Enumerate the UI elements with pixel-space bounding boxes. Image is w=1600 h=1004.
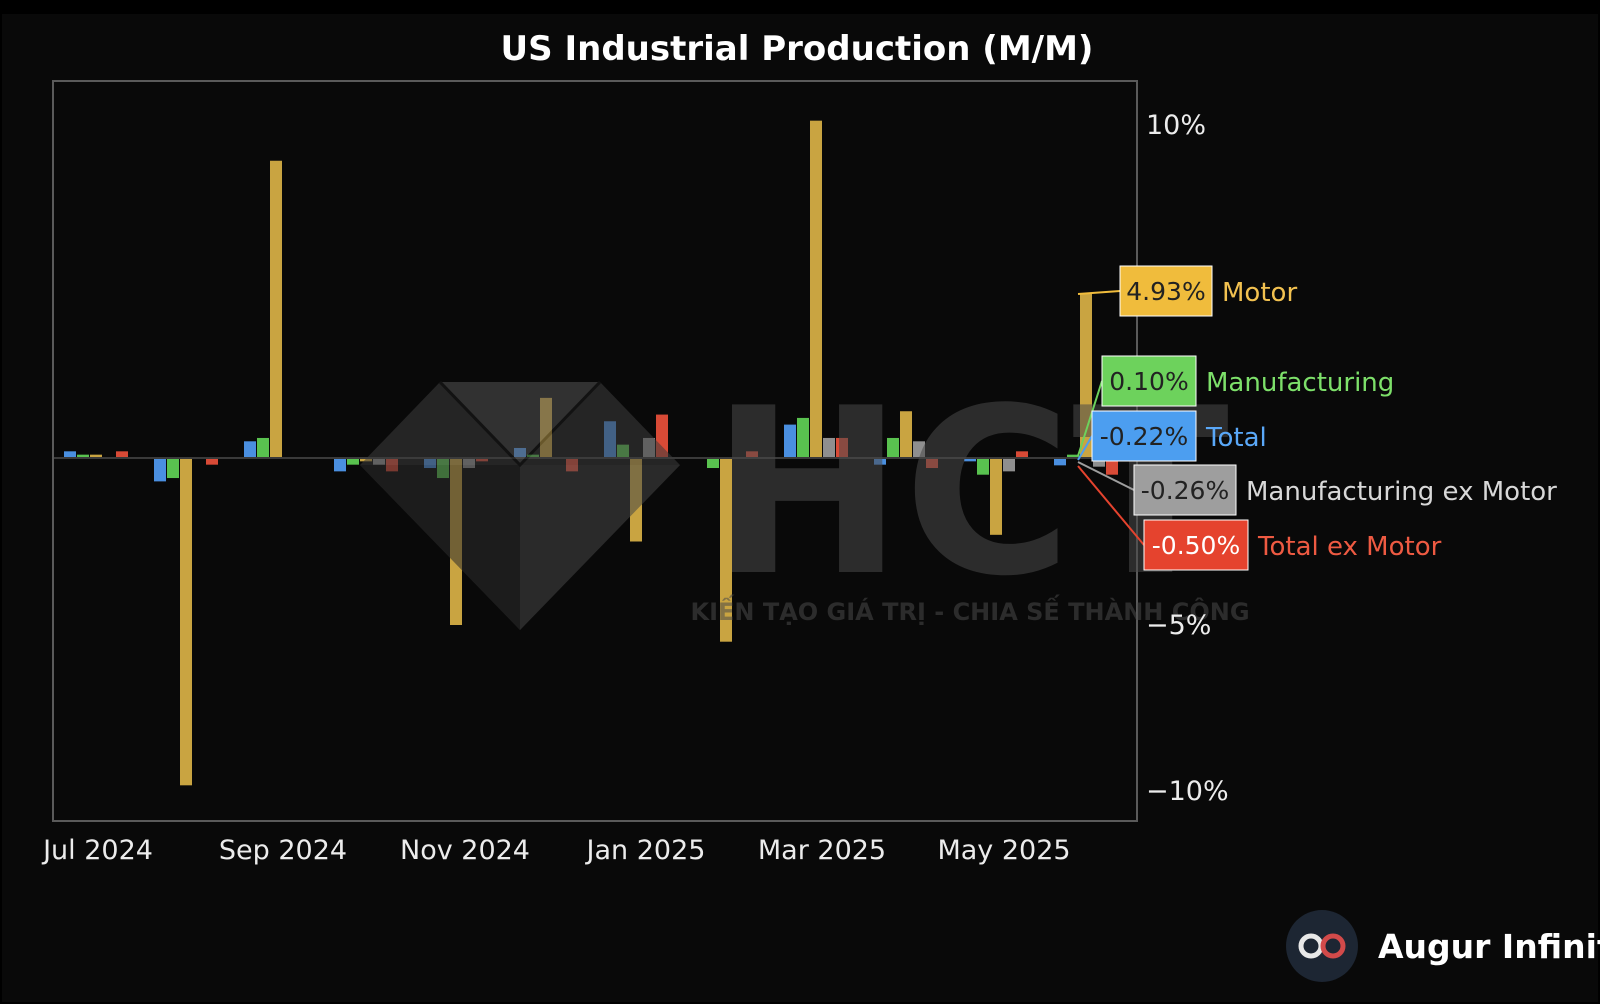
- bar-motor: [90, 454, 102, 458]
- bar-total-ex-motor: [746, 451, 758, 458]
- bar-total: [784, 424, 796, 458]
- bar-manufacturing: [797, 417, 809, 458]
- bar-total: [1054, 458, 1066, 466]
- x-tick-label: Sep 2024: [219, 835, 347, 866]
- label-value: -0.22%: [1100, 422, 1188, 451]
- label-leader-line: [1077, 290, 1121, 295]
- x-tick-label: Jan 2025: [585, 835, 706, 866]
- label-leader-line: [1077, 465, 1145, 546]
- bar-total: [334, 458, 346, 472]
- label-value: 0.10%: [1109, 367, 1188, 396]
- bar-total-ex-motor: [116, 451, 128, 458]
- label-leader-line: [1077, 435, 1093, 461]
- label-value: -0.26%: [1141, 476, 1229, 505]
- bar-motor: [270, 160, 282, 459]
- label-series-name: Manufacturing: [1206, 368, 1394, 398]
- x-tick-label: Jul 2024: [41, 835, 153, 866]
- bar-manufacturing-ex-motor: [1003, 458, 1015, 472]
- y-axis: 10% −5% −10%: [1146, 110, 1229, 807]
- label-box: [1143, 519, 1249, 571]
- value-label-manufacturing: 0.10% Manufacturing: [1077, 355, 1394, 457]
- bar-manufacturing: [707, 458, 719, 469]
- bar-total-ex-motor: [836, 437, 848, 458]
- label-box: [1119, 265, 1213, 317]
- label-value: 4.93%: [1126, 277, 1205, 306]
- brand-logo: Augur Infinity: [1286, 910, 1600, 982]
- label-leader-line: [1077, 461, 1135, 491]
- bar-total-ex-motor: [1016, 451, 1028, 458]
- bar-manufacturing-ex-motor: [1093, 458, 1105, 467]
- y-tick-label: −10%: [1146, 776, 1229, 807]
- y-tick-label: −5%: [1146, 610, 1211, 641]
- bar-total: [64, 451, 76, 458]
- bar-motor: [1080, 293, 1092, 458]
- label-box: [1101, 355, 1197, 407]
- bar-motor: [810, 120, 822, 458]
- bar-total-ex-motor: [206, 458, 218, 465]
- bar-motor: [180, 458, 192, 786]
- infinity-icon: [1298, 933, 1346, 959]
- x-tick-label: Nov 2024: [400, 835, 530, 866]
- watermark-diamond-icon: [360, 380, 680, 630]
- bar-manufacturing-ex-motor: [823, 437, 835, 458]
- chart-title: US Industrial Production (M/M): [501, 29, 1094, 69]
- brand-name: Augur Infinity: [1378, 927, 1600, 966]
- bar-manufacturing: [167, 458, 179, 479]
- x-tick-label: May 2025: [937, 835, 1070, 866]
- bars-layer: [54, 120, 1136, 786]
- bar-manufacturing: [77, 454, 89, 458]
- value-label-manufacturing-ex-motor: -0.26% Manufacturing ex Motor: [1077, 461, 1557, 516]
- bar-manufacturing: [1067, 454, 1079, 458]
- bar-total-ex-motor: [1106, 458, 1118, 475]
- label-series-name: Manufacturing ex Motor: [1246, 477, 1557, 507]
- bar-motor: [720, 458, 732, 642]
- bar-total-ex-motor: [926, 458, 938, 469]
- watermark-tagline: KIẾN TẠO GIÁ TRỊ - CHIA SẾ THÀNH CÔNG: [690, 593, 1249, 626]
- label-leader-line: [1077, 380, 1103, 457]
- label-series-name: Total ex Motor: [1257, 532, 1442, 562]
- value-label-total: -0.22% Total: [1077, 410, 1267, 462]
- x-axis: Jul 2024 Sep 2024 Nov 2024 Jan 2025 Mar …: [41, 835, 1071, 866]
- x-tick-label: Mar 2025: [758, 835, 886, 866]
- chart-frame: [2, 14, 1598, 1002]
- label-box: [1133, 464, 1237, 516]
- bar-total: [154, 458, 166, 482]
- bar-motor: [990, 458, 1002, 535]
- y-tick-label: 10%: [1146, 110, 1206, 141]
- bar-total: [244, 441, 256, 458]
- value-label-motor: 4.93% Motor: [1077, 265, 1297, 317]
- value-label-total-ex-motor: -0.50% Total ex Motor: [1077, 465, 1442, 571]
- bar-total: [964, 458, 976, 462]
- label-box: [1091, 410, 1197, 462]
- bar-manufacturing: [257, 437, 269, 458]
- label-series-name: Total: [1205, 423, 1267, 453]
- bar-motor: [900, 411, 912, 458]
- bar-total: [874, 458, 886, 465]
- label-value: -0.50%: [1152, 531, 1240, 560]
- bar-manufacturing: [977, 458, 989, 475]
- bar-manufacturing-ex-motor: [913, 441, 925, 458]
- label-series-name: Motor: [1222, 278, 1297, 308]
- bar-manufacturing: [887, 437, 899, 458]
- bar-manufacturing: [347, 458, 359, 465]
